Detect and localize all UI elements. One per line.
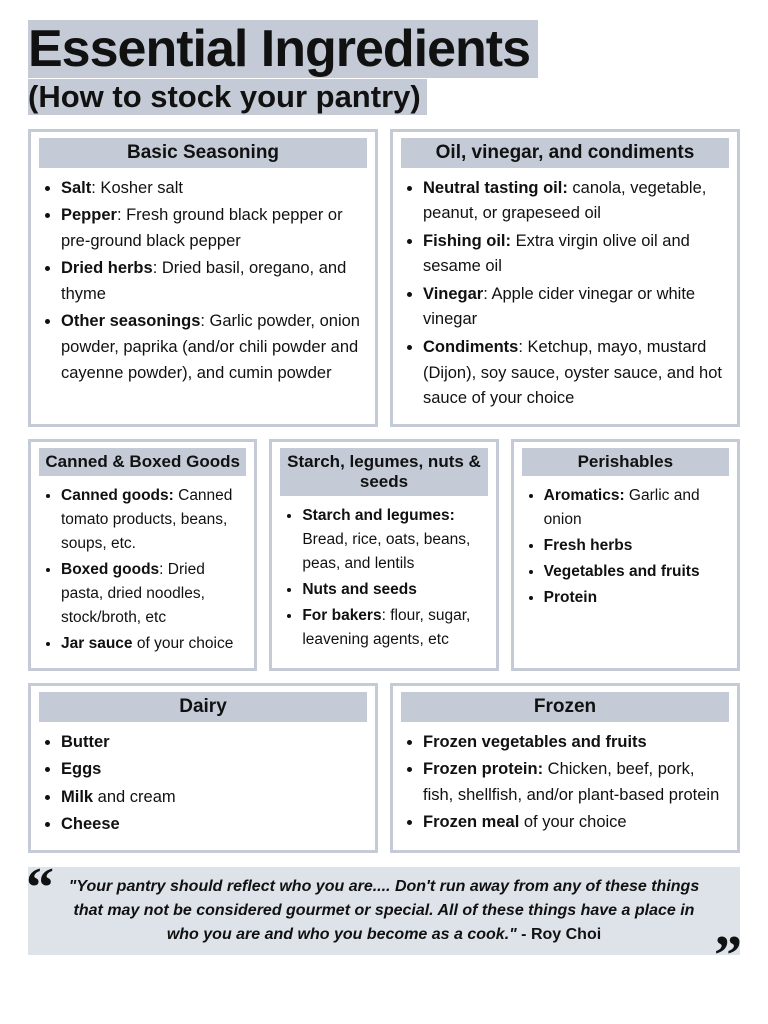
list-item: Neutral tasting oil: canola, vegetable, …	[423, 176, 729, 227]
list-item: Nuts and seeds	[302, 578, 487, 602]
card-seasoning: Basic Seasoning Salt: Kosher saltPepper:…	[28, 129, 378, 427]
item-bold: Salt	[61, 179, 91, 197]
item-bold: Milk	[61, 788, 93, 806]
item-bold: Vegetables and fruits	[544, 563, 700, 580]
card-list: Starch and legumes: Bread, rice, oats, b…	[280, 504, 487, 652]
card-perishables: Perishables Aromatics: Garlic and onion F…	[511, 439, 740, 671]
item-rest: and cream	[93, 788, 176, 806]
item-bold: Protein	[544, 589, 597, 606]
item-bold: Neutral tasting oil:	[423, 179, 568, 197]
quote-block: “ "Your pantry should reflect who you ar…	[28, 867, 740, 955]
card-list: Frozen vegetables and fruits Frozen prote…	[401, 730, 729, 836]
item-bold: Starch and legumes:	[302, 507, 454, 524]
card-canned: Canned & Boxed Goods Canned goods: Canne…	[28, 439, 257, 671]
card-title: Oil, vinegar, and condiments	[401, 138, 729, 168]
item-bold: Frozen protein:	[423, 760, 543, 778]
card-list: Neutral tasting oil: canola, vegetable, …	[401, 176, 729, 412]
item-bold: For bakers	[302, 607, 381, 624]
item-rest: Bread, rice, oats, beans, peas, and lent…	[302, 531, 470, 572]
card-title: Starch, legumes, nuts & seeds	[280, 448, 487, 496]
row-1: Basic Seasoning Salt: Kosher saltPepper:…	[28, 129, 740, 427]
item-bold: Vinegar	[423, 285, 483, 303]
item-rest: of your choice	[133, 635, 234, 652]
list-item: Canned goods: Canned tomato products, be…	[61, 484, 246, 556]
page-subtitle: (How to stock your pantry)	[28, 79, 427, 115]
item-bold: Condiments	[423, 338, 518, 356]
card-dairy: Dairy Butter Eggs Milk and cream Cheese	[28, 683, 378, 853]
card-title: Frozen	[401, 692, 729, 722]
card-title: Perishables	[522, 448, 729, 476]
item-bold: Nuts and seeds	[302, 581, 417, 598]
list-item: Vegetables and fruits	[544, 560, 729, 584]
item-bold: Boxed goods	[61, 561, 159, 578]
list-item: Milk and cream	[61, 785, 367, 811]
quote-attribution: - Roy Choi	[521, 926, 601, 943]
item-bold: Cheese	[61, 815, 120, 833]
card-list: Butter Eggs Milk and cream Cheese	[39, 730, 367, 838]
item-bold: Pepper	[61, 206, 117, 224]
list-item: Other seasonings: Garlic powder, onion p…	[61, 309, 367, 386]
card-frozen: Frozen Frozen vegetables and fruitsFroze…	[390, 683, 740, 853]
item-bold: Dried herbs	[61, 259, 153, 277]
list-item: Frozen vegetables and fruits	[423, 730, 729, 756]
list-item: Salt: Kosher salt	[61, 176, 367, 202]
item-bold: Frozen vegetables and fruits	[423, 733, 647, 751]
item-bold: Jar sauce	[61, 635, 133, 652]
row-2: Canned & Boxed Goods Canned goods: Canne…	[28, 439, 740, 671]
list-item: Jar sauce of your choice	[61, 632, 246, 656]
item-bold: Eggs	[61, 760, 101, 778]
item-bold: Butter	[61, 733, 110, 751]
list-item: Boxed goods: Dried pasta, dried noodles,…	[61, 558, 246, 630]
list-item: Dried herbs: Dried basil, oregano, and t…	[61, 256, 367, 307]
cards-grid: Basic Seasoning Salt: Kosher saltPepper:…	[28, 129, 740, 853]
item-rest: : Kosher salt	[91, 179, 183, 197]
row-3: Dairy Butter Eggs Milk and cream Cheese Fro…	[28, 683, 740, 853]
card-title: Basic Seasoning	[39, 138, 367, 168]
card-list: Canned goods: Canned tomato products, be…	[39, 484, 246, 656]
item-bold: Other seasonings	[61, 312, 200, 330]
list-item: Protein	[544, 586, 729, 610]
list-item: Butter	[61, 730, 367, 756]
title-text: Essential Ingredients	[28, 20, 538, 78]
card-starch: Starch, legumes, nuts & seeds Starch and…	[269, 439, 498, 671]
list-item: Frozen meal of your choice	[423, 810, 729, 836]
card-title: Dairy	[39, 692, 367, 722]
list-item: Frozen protein: Chicken, beef, pork, fis…	[423, 757, 729, 808]
list-item: Starch and legumes: Bread, rice, oats, b…	[302, 504, 487, 576]
card-oil: Oil, vinegar, and condiments Neutral tas…	[390, 129, 740, 427]
item-bold: Aromatics:	[544, 487, 625, 504]
list-item: Aromatics: Garlic and onion	[544, 484, 729, 532]
card-title: Canned & Boxed Goods	[39, 448, 246, 476]
list-item: Cheese	[61, 812, 367, 838]
open-quote-icon: “	[26, 877, 54, 899]
list-item: Fishing oil: Extra virgin olive oil and …	[423, 229, 729, 280]
quote-box: "Your pantry should reflect who you are.…	[28, 867, 740, 955]
card-list: Aromatics: Garlic and onion Fresh herbs Ve…	[522, 484, 729, 610]
list-item: Vinegar: Apple cider vinegar or white vi…	[423, 282, 729, 333]
list-item: Condiments: Ketchup, mayo, mustard (Dijo…	[423, 335, 729, 412]
quote-text: "Your pantry should reflect who you are.…	[69, 878, 699, 943]
list-item: Eggs	[61, 757, 367, 783]
list-item: Pepper: Fresh ground black pepper or pre…	[61, 203, 367, 254]
close-quote-icon: ”	[714, 945, 742, 967]
item-rest: of your choice	[519, 813, 626, 831]
item-bold: Fresh herbs	[544, 537, 633, 554]
page-title: Essential Ingredients	[28, 22, 740, 77]
list-item: Fresh herbs	[544, 534, 729, 558]
list-item: For bakers: flour, sugar, leavening agen…	[302, 604, 487, 652]
item-bold: Fishing oil:	[423, 232, 511, 250]
item-bold: Canned goods:	[61, 487, 174, 504]
card-list: Salt: Kosher saltPepper: Fresh ground bl…	[39, 176, 367, 387]
item-bold: Frozen meal	[423, 813, 519, 831]
